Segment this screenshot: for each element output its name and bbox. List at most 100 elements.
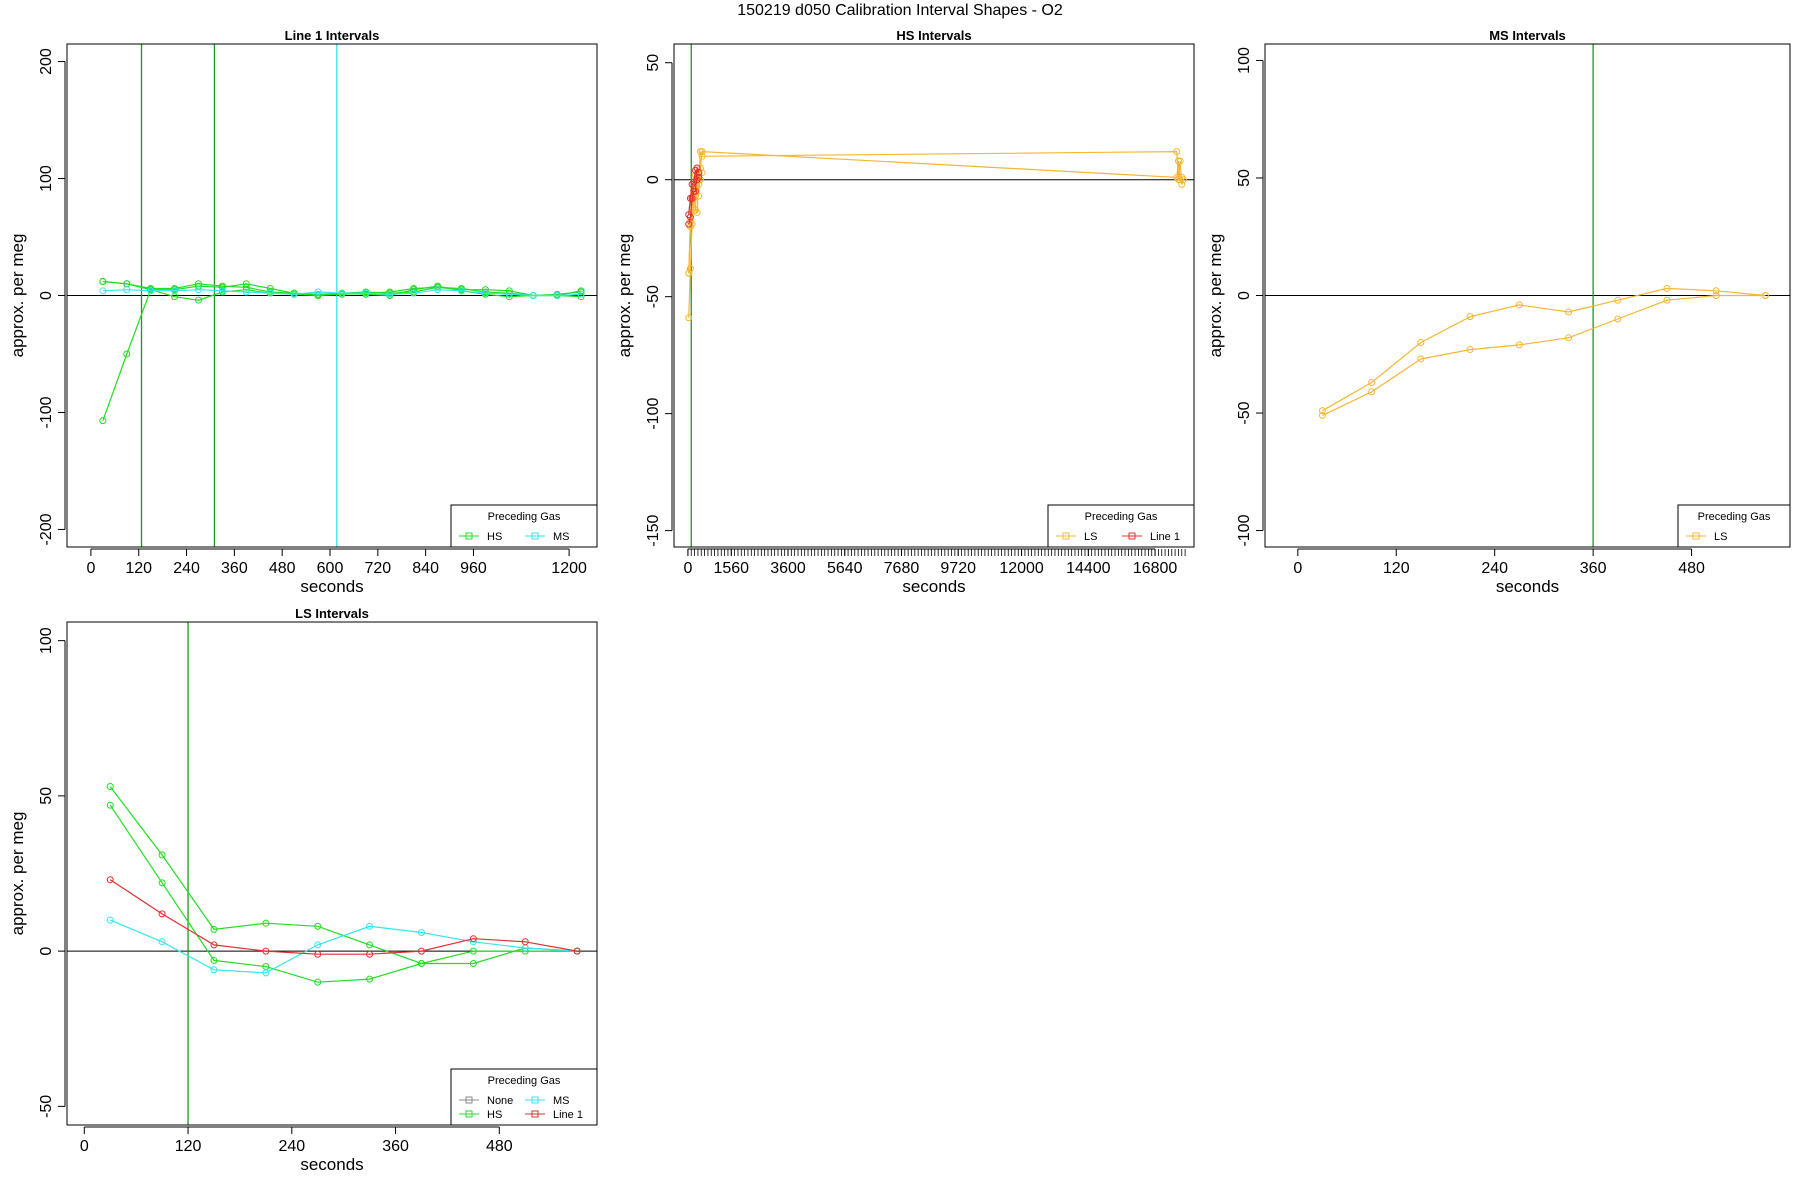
x-tick-label: 0	[86, 560, 95, 577]
data-point-ls	[698, 169, 706, 177]
data-point-hs	[123, 350, 131, 358]
legend-entry-line-1: Line 1	[1150, 531, 1180, 543]
x-tick-label: 3600	[770, 560, 806, 577]
data-point-ls	[1712, 287, 1720, 295]
x-tick-label: 240	[173, 560, 200, 577]
data-point-ls	[1368, 388, 1376, 396]
y-axis: -100 -50 0 50 100 approx. per meg	[1206, 47, 1264, 547]
data-point-ms	[314, 288, 322, 296]
x-tick-label: 120	[1383, 560, 1410, 577]
x-tick-label: 1560	[713, 560, 749, 577]
legend-swatch-marker	[465, 1110, 473, 1118]
data-point-line-1	[262, 947, 270, 955]
y-tick-label: 50	[1236, 169, 1253, 187]
data-point-hs	[99, 417, 107, 425]
legend-box	[450, 1068, 598, 1126]
legend-entry-hs: HS	[487, 1109, 502, 1121]
data-point-ms	[529, 292, 537, 299]
y-axis-label: approx. per meg	[1206, 234, 1225, 358]
y-tick-label: 0	[38, 291, 55, 300]
legend: Preceding Gas LS	[1677, 504, 1791, 548]
data-point-ls	[1318, 411, 1326, 419]
data-point-ms	[290, 290, 298, 298]
series-line-ms	[102, 289, 582, 297]
series-line-hs	[102, 283, 582, 421]
x-axis-label: seconds	[902, 577, 965, 596]
legend-swatch-marker	[531, 1096, 539, 1104]
series-line-ms	[109, 919, 578, 974]
data-point-line-1	[573, 947, 581, 955]
legend-entry-ls: LS	[1714, 531, 1727, 543]
panel-title: Line 1 Intervals	[285, 28, 380, 43]
legend-swatch-marker	[465, 1096, 473, 1104]
data-point-ms	[147, 287, 155, 295]
data-point-ls	[1466, 313, 1474, 321]
data-point-ms	[458, 287, 466, 295]
legend-title: Preceding Gas	[1085, 511, 1158, 523]
data-point-ms	[99, 287, 107, 295]
data-point-hs	[158, 851, 166, 859]
y-axis: -200 -100 0 100 200 approx. per meg	[8, 48, 66, 545]
legend-swatch-marker	[465, 532, 473, 540]
y-tick-label: 100	[1236, 47, 1253, 74]
data-point-line-1	[210, 941, 218, 949]
x-tick-label: 600	[317, 560, 344, 577]
legend-entry-hs: HS	[487, 531, 502, 543]
series-line-ls	[1322, 294, 1766, 416]
data-point-ls	[1515, 341, 1523, 349]
y-tick-label: -50	[1236, 401, 1253, 424]
data-point-hs	[158, 879, 166, 887]
data-point-hs	[171, 284, 179, 292]
x-tick-label: 120	[125, 560, 152, 577]
data-point-line-1	[685, 220, 693, 228]
x-tick-label: 120	[175, 1138, 202, 1155]
data-point-line-1	[691, 166, 699, 174]
data-point-line-1	[366, 950, 374, 958]
data-point-ls	[1417, 339, 1425, 347]
x-axis: 0 1560 3600 5640 7680 9720 12000 14400 16800 seco…	[683, 548, 1186, 596]
x-tick-label: 1200	[551, 560, 587, 577]
data-point-ms	[553, 292, 561, 299]
x-tick-label: 840	[412, 560, 439, 577]
data-point-hs	[210, 956, 218, 964]
data-point-ls	[1417, 355, 1425, 363]
data-point-line-1	[106, 876, 114, 884]
plot-frame	[66, 43, 598, 548]
legend-entry-ls: LS	[1084, 531, 1097, 543]
legend-swatch-marker	[531, 532, 539, 540]
data-point-ms	[577, 290, 585, 298]
legend-title: Preceding Gas	[488, 1075, 561, 1087]
data-point-hs	[210, 925, 218, 933]
data-point-ls	[1318, 407, 1326, 415]
data-point-hs	[314, 978, 322, 986]
x-tick-label: 480	[486, 1138, 513, 1155]
x-tick-label: 360	[1580, 560, 1607, 577]
y-axis-label: approx. per meg	[615, 234, 634, 358]
data-point-line-1	[521, 938, 529, 946]
y-axis: -150 -100 -50 0 50 approx. per meg	[615, 54, 673, 547]
y-tick-label: 50	[38, 787, 55, 805]
series-line-ls	[688, 150, 1184, 318]
legend-title: Preceding Gas	[1698, 511, 1771, 523]
plot-frame	[66, 621, 598, 1126]
legend: Preceding Gas LS Line 1	[1047, 504, 1195, 548]
data-point-ms	[338, 289, 346, 297]
data-point-ls	[1368, 378, 1376, 386]
data-point-line-1	[695, 173, 703, 181]
data-point-line-1	[158, 910, 166, 918]
data-point-ms	[314, 941, 322, 949]
data-point-ls	[1663, 296, 1671, 304]
y-tick-label: 200	[38, 48, 55, 75]
data-point-line-1	[417, 947, 425, 955]
x-axis: 0 120 240 360 480 seconds	[1293, 548, 1705, 596]
series-line-hs	[109, 804, 578, 983]
data-point-ms	[434, 286, 442, 294]
series-line-line-1	[109, 879, 578, 955]
data-point-hs	[434, 283, 442, 291]
data-point-line-1	[691, 187, 699, 195]
data-point-hs	[469, 960, 477, 968]
legend-swatch-marker	[1128, 532, 1136, 540]
data-point-ls	[685, 314, 693, 322]
data-point-ls	[1178, 173, 1186, 181]
